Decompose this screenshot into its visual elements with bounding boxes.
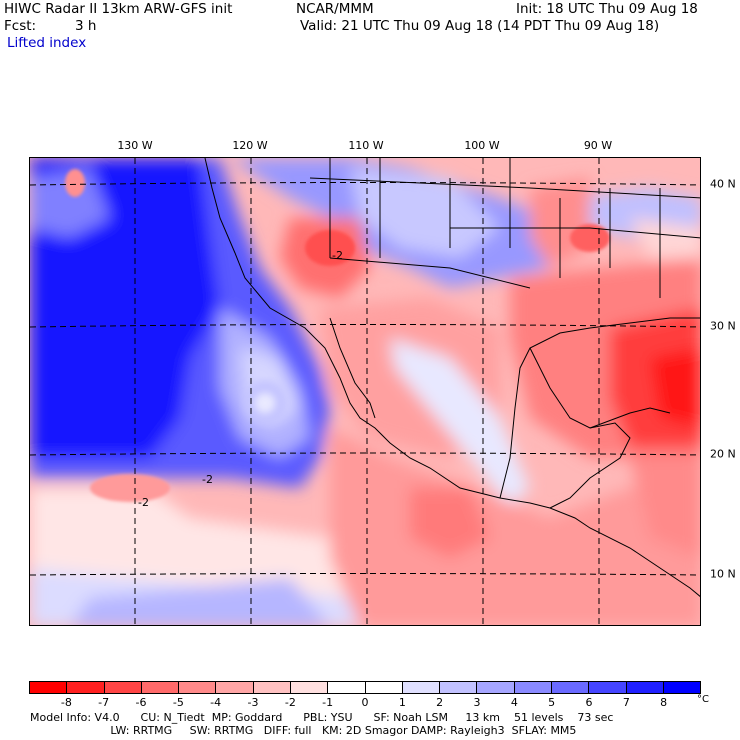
colorbar-swatch <box>30 682 68 693</box>
colorbar-tick-label: 1 <box>398 696 406 709</box>
org-label: NCAR/MMM <box>296 1 374 17</box>
colorbar-tick-label: -2 <box>284 696 296 709</box>
colorbar-swatch <box>104 682 142 693</box>
colorbar-swatch <box>365 682 403 693</box>
colorbar-swatch <box>179 682 217 693</box>
colorbar-unit: °C <box>697 694 709 705</box>
coastlines <box>204 158 700 597</box>
colorbar-tick-label: 0 <box>361 696 369 709</box>
colorbar-tick-label: 7 <box>622 696 630 709</box>
colorbar-swatch <box>477 682 515 693</box>
colorbar-swatch <box>663 682 701 693</box>
colorbar-swatch <box>328 682 366 693</box>
colorbar-swatch <box>216 682 254 693</box>
lon-label-110w: 110 W <box>348 139 384 152</box>
colorbar-tick-label: -7 <box>98 696 110 709</box>
colorbar-swatch <box>440 682 478 693</box>
colorbar-tick-label: -8 <box>60 696 72 709</box>
lat-label-10n: 10 N <box>710 567 736 581</box>
colorbar-tick-label: 5 <box>548 696 556 709</box>
colorbar-tick-label: 8 <box>660 696 668 709</box>
colorbar-swatch <box>589 682 627 693</box>
colorbar-swatch <box>253 682 291 693</box>
colorbar-tick-label: 6 <box>585 696 593 709</box>
colorbar-tick-label: -6 <box>135 696 147 709</box>
lon-label-120w: 120 W <box>232 139 268 152</box>
field-name: Lifted index <box>7 35 87 51</box>
contour-label: -2 <box>138 496 149 509</box>
colorbar-swatch <box>67 682 105 693</box>
forecast-hour: 3 h <box>75 18 97 34</box>
colorbar-swatch <box>626 682 664 693</box>
lat-label-20n: 20 N <box>710 447 736 461</box>
colorbar <box>29 681 701 694</box>
colorbar-tick-label: 4 <box>510 696 518 709</box>
forecast-label: Fcst: <box>4 18 37 34</box>
colorbar-swatch <box>402 682 441 693</box>
colorbar-tick-label: 2 <box>436 696 444 709</box>
colorbar-tick-label: -4 <box>210 696 222 709</box>
map-canvas <box>30 158 700 625</box>
colorbar-swatch <box>290 682 329 693</box>
lon-label-100w: 100 W <box>464 139 500 152</box>
valid-time: Valid: 21 UTC Thu 09 Aug 18 (14 PDT Thu … <box>300 18 660 34</box>
lon-label-90w: 90 W <box>583 139 613 152</box>
graticule <box>30 158 700 625</box>
contour-label: -2 <box>332 249 343 262</box>
colorbar-swatch <box>141 682 180 693</box>
model-info-line2: LW: RRTMG SW: RRTMG DIFF: full KM: 2D Sm… <box>30 724 577 737</box>
init-time: Init: 18 UTC Thu 09 Aug 18 <box>516 1 698 17</box>
lon-label-130w: 130 W <box>117 139 153 152</box>
colorbar-tick-label: -3 <box>247 696 259 709</box>
lat-label-40n: 40 N <box>710 177 736 191</box>
colorbar-tick-label: 3 <box>473 696 481 709</box>
model-title: HIWC Radar II 13km ARW-GFS init <box>4 1 233 17</box>
low-pressure-swirl <box>243 381 287 425</box>
colorbar-tick-label: -5 <box>172 696 184 709</box>
lat-label-30n: 30 N <box>710 319 736 333</box>
colorbar-tick-label: -1 <box>322 696 334 709</box>
contour-label: -2 <box>202 473 213 486</box>
model-info-line1: Model Info: V4.0 CU: N_Tiedt MP: Goddard… <box>30 711 614 724</box>
colorbar-swatch <box>551 682 590 693</box>
colorbar-swatch <box>514 682 552 693</box>
lifted-index-map: -2 -2 -2 <box>29 157 701 626</box>
